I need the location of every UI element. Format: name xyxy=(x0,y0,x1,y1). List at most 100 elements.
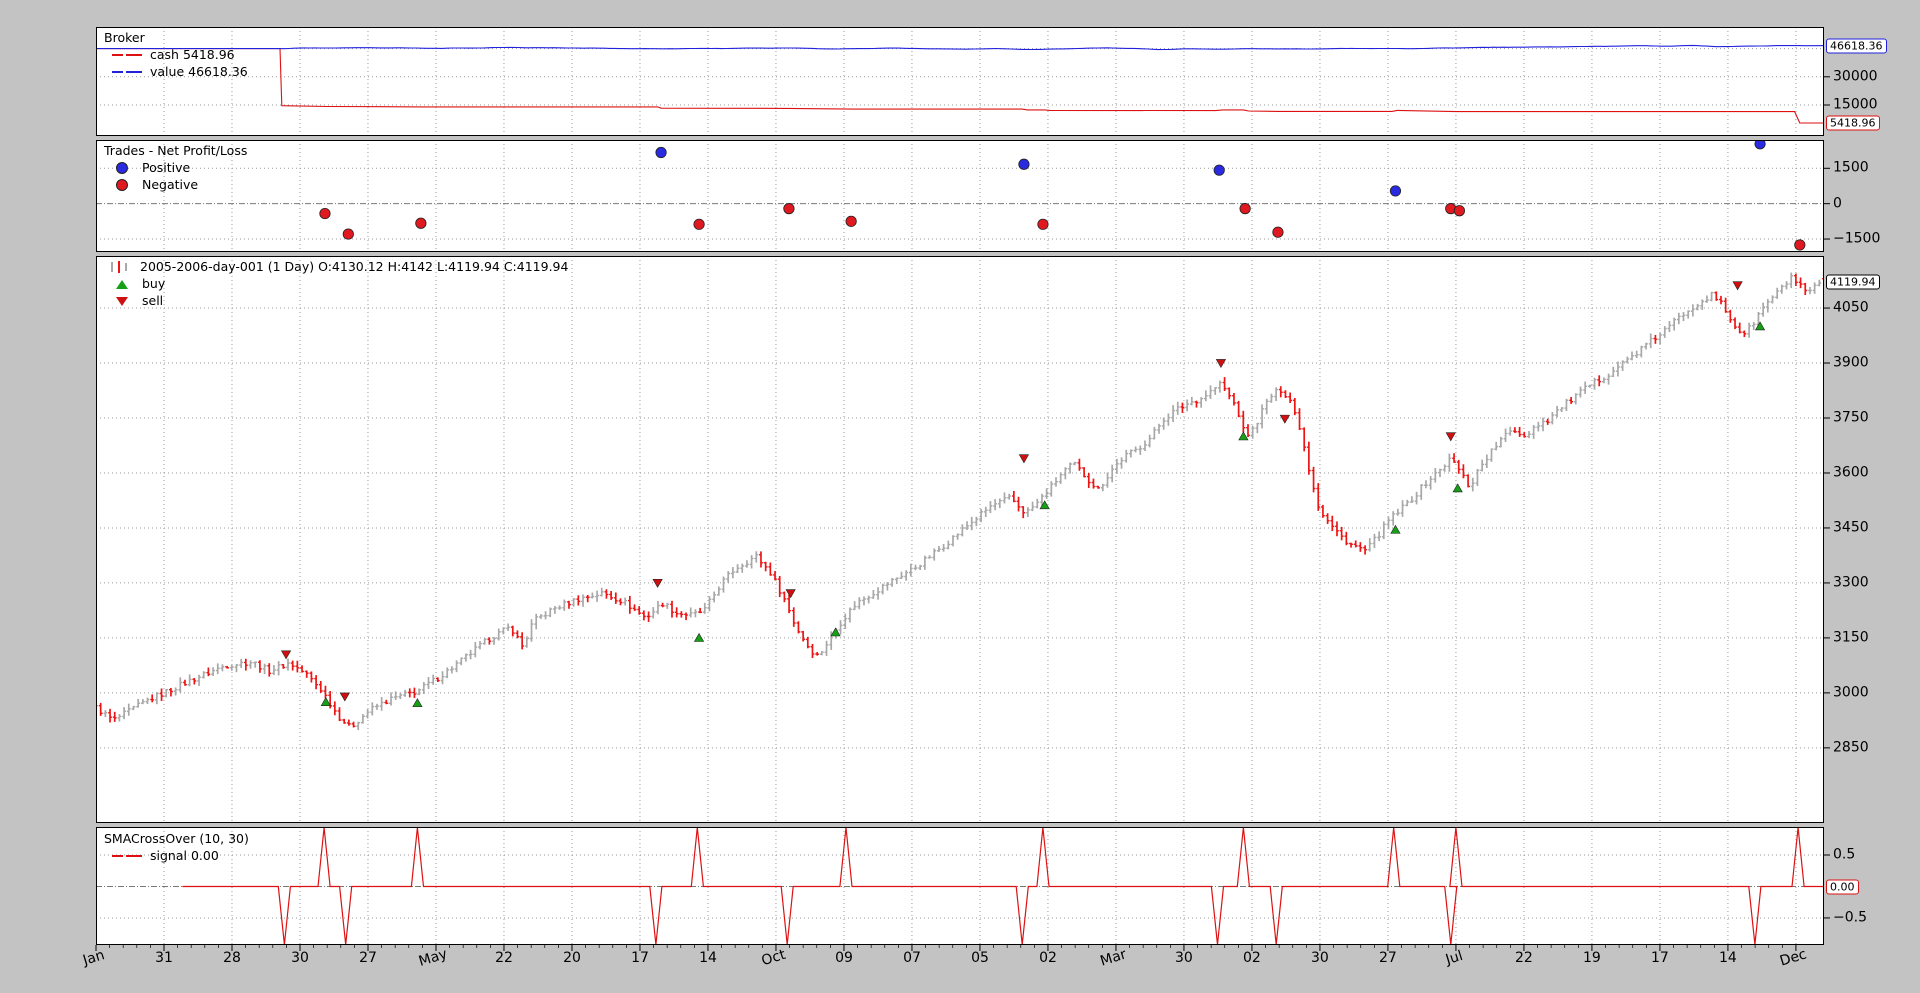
broker-legend: Broker cash 5418.96 value 46618.36 xyxy=(104,30,248,80)
negative-trade-dot xyxy=(1794,239,1806,251)
sell-marker xyxy=(785,589,796,599)
negative-trade-dot xyxy=(1239,203,1251,215)
broker-panel xyxy=(96,27,1824,136)
broker-panel-title: Broker xyxy=(104,30,145,45)
sell-marker xyxy=(280,650,292,660)
sell-marker xyxy=(652,579,663,588)
broker-panel-border xyxy=(96,27,1824,136)
x-tick-label: 17 xyxy=(631,950,649,966)
x-tick-label: 02 xyxy=(1242,950,1261,966)
x-tick-label: 27 xyxy=(359,950,377,966)
signal-panel-border xyxy=(96,827,1824,945)
trades-ytick-label: 0 xyxy=(1833,195,1842,212)
positive-trade-dot xyxy=(1754,140,1766,150)
signal-line xyxy=(182,827,1824,945)
sell-marker xyxy=(1445,432,1456,442)
broker-ytick-label: 15000 xyxy=(1833,96,1878,113)
sell-marker xyxy=(1215,359,1227,369)
x-tick-label: 20 xyxy=(563,950,581,966)
x-tick-label: 28 xyxy=(223,950,241,966)
x-tick-label: 22 xyxy=(1514,950,1533,966)
price-panel-title: 2005-2006-day-001 (1 Day) O:4130.12 H:41… xyxy=(140,259,569,274)
buy-marker xyxy=(830,627,841,637)
x-tick-label: 14 xyxy=(699,950,717,966)
positive-trade-dot xyxy=(1018,158,1030,170)
legend-item-negative: Negative xyxy=(104,177,247,193)
legend-item-buy: buy xyxy=(104,276,568,292)
trades-panel-border xyxy=(96,140,1824,252)
x-tick-label: 22 xyxy=(495,950,513,966)
x-tick-label: 02 xyxy=(1039,950,1057,966)
signal-ytick-label: 0.5 xyxy=(1833,846,1856,863)
sell-marker xyxy=(1732,281,1743,291)
negative-trade-dot xyxy=(1453,205,1465,217)
buy-marker xyxy=(1039,500,1050,510)
buy-marker xyxy=(1754,321,1766,331)
price-ytick-label: 2850 xyxy=(1833,739,1869,756)
negative-trade-dot xyxy=(342,228,354,240)
price-legend: 2005-2006-day-001 (1 Day) O:4130.12 H:41… xyxy=(104,259,568,309)
signal-legend-label: signal 0.00 xyxy=(150,848,219,863)
price-panel-border xyxy=(96,256,1824,823)
sell-marker xyxy=(1279,414,1290,424)
x-tick-label: 31 xyxy=(155,950,173,966)
legend-item-signal: signal 0.00 xyxy=(104,848,249,864)
negative-trade-dot xyxy=(1272,226,1284,238)
cash-line-swatch-icon xyxy=(112,54,142,56)
value-line-swatch-icon xyxy=(112,71,142,73)
trades-legend: Trades - Net Profit/Loss Positive Negati… xyxy=(104,143,247,193)
price-panel xyxy=(96,256,1824,823)
value-legend-label: value 46618.36 xyxy=(150,64,248,79)
legend-item-sell: sell xyxy=(104,293,568,309)
cash-line xyxy=(96,48,1824,124)
x-tick-label: 27 xyxy=(1378,950,1397,966)
signal-panel xyxy=(96,827,1824,945)
negative-trade-dot xyxy=(1037,218,1049,230)
trades-panel xyxy=(96,140,1824,252)
negative-trade-dot xyxy=(845,215,857,227)
x-tick-label: 30 xyxy=(1174,950,1193,966)
signal-ytick-label: −0.5 xyxy=(1833,909,1867,926)
price-ytick-label: 3300 xyxy=(1833,574,1869,591)
buy-marker xyxy=(1390,524,1401,534)
buy-marker xyxy=(1238,431,1249,441)
ohlc-legend-icon xyxy=(111,261,127,273)
positive-trade-dot xyxy=(655,146,667,159)
price-ytick-label: 3900 xyxy=(1833,354,1869,371)
x-tick-label: 30 xyxy=(291,950,309,966)
broker-axis-tag: 46618.36 xyxy=(1826,38,1887,54)
x-tick-label: 17 xyxy=(1650,950,1669,966)
buy-marker xyxy=(1452,483,1463,493)
x-tick-label: 14 xyxy=(1718,950,1737,966)
sell-marker xyxy=(1018,454,1030,464)
negative-dot-swatch-icon xyxy=(116,179,128,191)
sell-triangle-swatch-icon xyxy=(116,296,128,306)
broker-ytick-label: 30000 xyxy=(1833,68,1878,85)
negative-trade-dot xyxy=(783,203,795,215)
negative-trade-dot xyxy=(693,218,705,230)
legend-item-value: value 46618.36 xyxy=(104,64,248,80)
value-line xyxy=(96,44,1824,51)
price-ytick-label: 3750 xyxy=(1833,409,1869,426)
broker-axis-tag: 5418.96 xyxy=(1826,115,1880,131)
buy-marker xyxy=(412,698,423,708)
trades-panel-title: Trades - Net Profit/Loss xyxy=(104,143,248,158)
legend-item-positive: Positive xyxy=(104,160,247,176)
legend-item-cash: cash 5418.96 xyxy=(104,47,248,63)
trades-ytick-label: 1500 xyxy=(1833,159,1869,176)
price-ytick-label: 3150 xyxy=(1833,629,1869,646)
x-tick-label: 19 xyxy=(1582,950,1601,966)
price-ytick-label: 3000 xyxy=(1833,684,1869,701)
price-axis-tag: 4119.94 xyxy=(1826,274,1880,290)
x-tick-label: 30 xyxy=(1310,950,1329,966)
positive-dot-swatch-icon xyxy=(116,162,128,174)
sell-legend-label: sell xyxy=(142,293,164,308)
signal-axis-tag: 0.00 xyxy=(1826,879,1859,894)
x-tick-label: 05 xyxy=(971,950,989,966)
price-ytick-label: 3600 xyxy=(1833,464,1869,481)
buy-triangle-swatch-icon xyxy=(116,279,128,289)
x-tick-label: 07 xyxy=(903,950,921,966)
negative-legend-label: Negative xyxy=(142,177,199,192)
